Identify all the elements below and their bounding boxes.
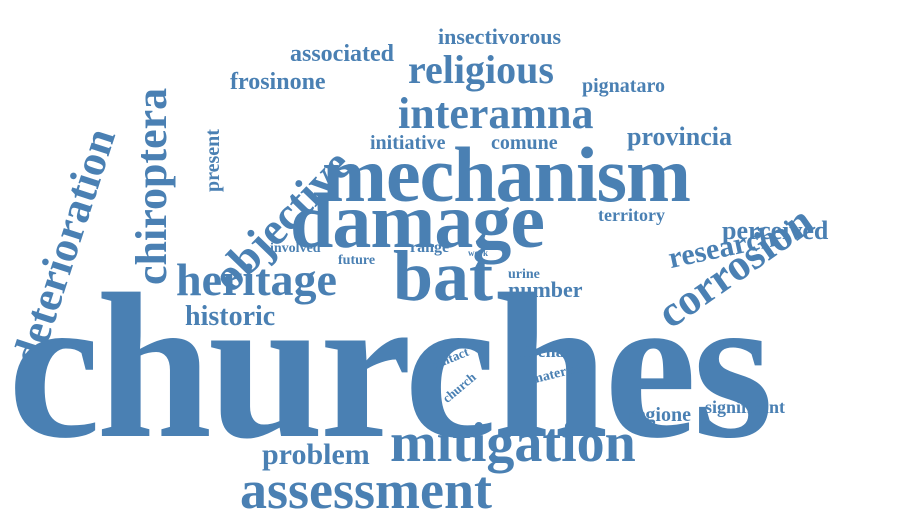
word-comune: comune: [491, 132, 558, 154]
word-mechanism: mechanism: [322, 131, 691, 218]
word-associated: associated: [290, 41, 394, 67]
word-frosinone: frosinone: [230, 69, 326, 95]
word-future: future: [338, 253, 376, 268]
word-damage: damage: [290, 177, 545, 264]
word-heritage: heritage: [176, 254, 337, 305]
word-mitigation: mitigation: [390, 412, 636, 474]
word-insectivorous: insectivorous: [438, 24, 562, 49]
word-urine: urine: [508, 267, 540, 282]
word-initiative: initiative: [370, 132, 446, 154]
word-territory: territory: [598, 205, 665, 225]
word-churches: churches: [8, 251, 774, 481]
word-range: range: [410, 239, 450, 256]
word-number: number: [508, 277, 583, 302]
word-bat: bat: [393, 236, 494, 316]
word-lirenas: lirenas: [520, 341, 572, 361]
word-perceived: perceived: [722, 216, 829, 245]
word-provincia: provincia: [627, 122, 732, 151]
word-regione: regione: [628, 404, 691, 426]
word-work: work: [468, 248, 488, 258]
word-chiroptera: chiroptera: [127, 87, 176, 285]
word-present: pignataro: [582, 75, 665, 97]
word-pignataro: present: [202, 129, 224, 192]
word-interamna: interamna: [398, 89, 594, 138]
word-historic: historic: [185, 301, 276, 332]
word-problem: problem: [262, 438, 370, 471]
word-religious: religious: [408, 47, 554, 92]
word-involved: involved: [270, 241, 321, 256]
word-significant: significant: [705, 397, 786, 417]
word-assessment: assessment: [240, 460, 492, 517]
